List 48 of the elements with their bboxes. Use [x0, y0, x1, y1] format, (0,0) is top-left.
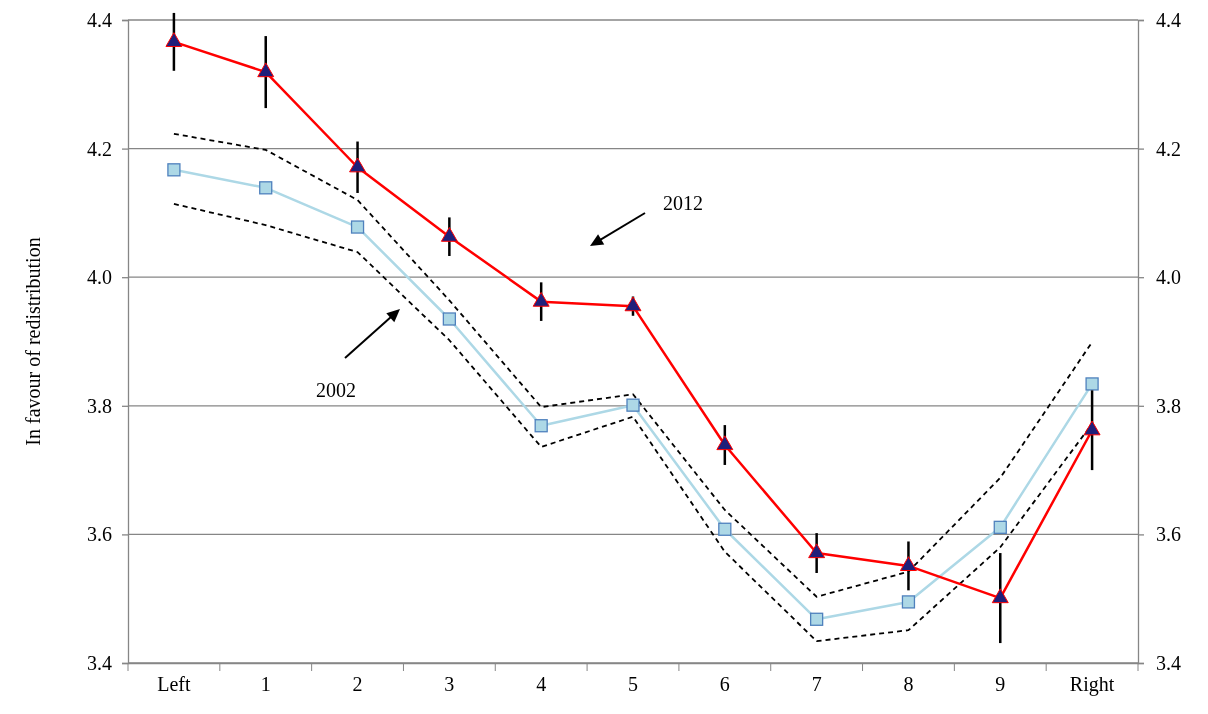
y2-tick-label: 4.2 — [1156, 137, 1181, 160]
point — [442, 312, 457, 326]
point — [1083, 420, 1101, 436]
y2-tick-label: 3.6 — [1156, 523, 1181, 546]
annotation: 2012 — [663, 192, 703, 214]
point — [167, 163, 181, 177]
y2-tick-label: 4.0 — [1156, 266, 1181, 289]
point — [259, 181, 273, 195]
point — [993, 520, 1007, 534]
y-tick-label: 4.0 — [87, 266, 112, 289]
point — [532, 291, 550, 307]
point — [716, 435, 734, 451]
y2-tick-label: 3.8 — [1156, 394, 1181, 417]
y-tick-label: 4.2 — [87, 137, 112, 160]
point — [901, 595, 916, 609]
x-tick-label: 2 — [352, 673, 363, 696]
point — [624, 296, 642, 312]
y-tick-label: 3.4 — [87, 651, 112, 674]
y-axis-title: In favour of redistribution — [22, 237, 44, 446]
point — [257, 62, 275, 78]
point — [991, 588, 1009, 604]
point — [808, 543, 826, 559]
point — [809, 612, 824, 626]
x-tick-label: 5 — [628, 673, 638, 696]
point — [350, 220, 365, 234]
point — [899, 556, 917, 572]
y2-tick-label: 4.4 — [1156, 8, 1181, 31]
point — [718, 522, 732, 536]
annotation: 2002 — [316, 379, 356, 401]
x-tick-label: Left — [157, 673, 192, 696]
x-tick-label: Right — [1069, 673, 1115, 697]
y-tick-label: 4.4 — [87, 8, 112, 31]
y-tick-label: 3.6 — [87, 523, 112, 546]
point — [534, 419, 548, 433]
point — [440, 226, 458, 242]
x-tick-label: 7 — [811, 673, 822, 696]
point — [165, 32, 183, 47]
x-tick-label: 4 — [536, 673, 547, 696]
point — [349, 157, 367, 173]
y-tick-label: 3.8 — [87, 394, 112, 417]
x-tick-label: 8 — [903, 673, 914, 696]
x-tick-label: 3 — [444, 673, 455, 696]
y2-tick-label: 3.4 — [1156, 651, 1181, 674]
x-tick-label: 6 — [719, 673, 730, 696]
x-tick-label: 9 — [995, 673, 1006, 696]
x-tick-label: 1 — [260, 673, 271, 696]
point — [1085, 377, 1099, 391]
point — [626, 398, 640, 412]
